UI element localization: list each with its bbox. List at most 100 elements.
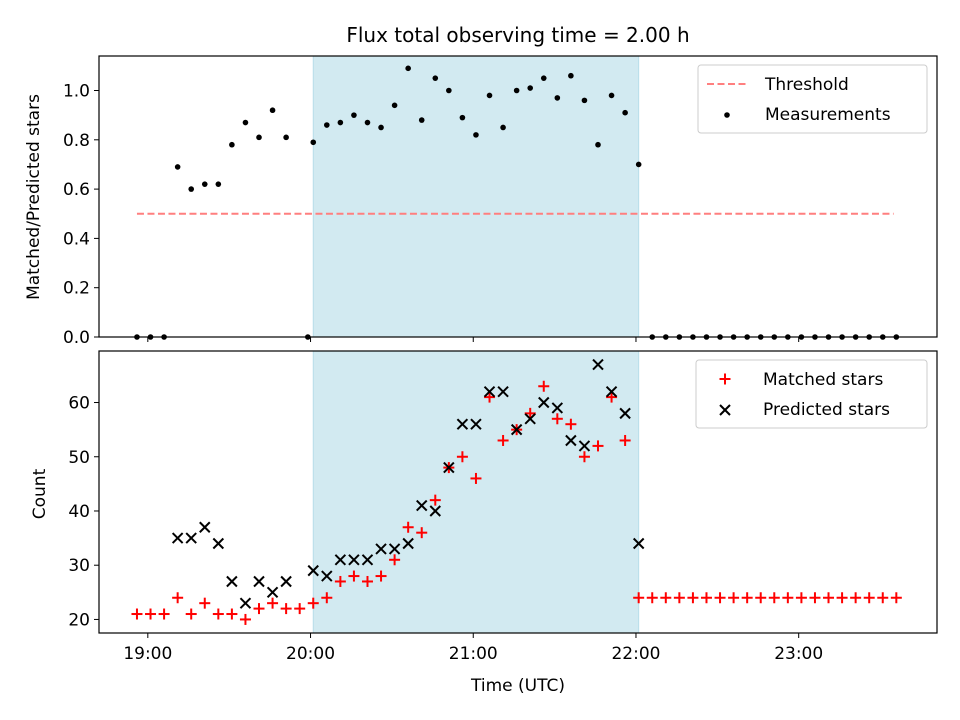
bottom-axes-frame [98,350,938,634]
matched-stars-point [755,592,767,604]
matched-stars-point [131,608,143,620]
matched-stars-point [484,391,496,403]
matched-stars-point [768,592,780,604]
measurements-point [568,72,574,79]
predicted-stars-point [334,554,347,566]
bottom-panel: 20 30 40 50 60 19:00 20:00 21:00 22:00 23:00 Cou… [30,350,938,696]
matched-stars-point [172,592,184,604]
y-tick-label: 0.6 [63,180,90,200]
matched-stars-point [850,592,862,604]
measurements-point [608,92,615,99]
matched-stars-point [877,592,889,604]
bottom-y-axis-label: Count [30,468,50,519]
predicted-stars-point [212,537,225,550]
matched-stars-point [619,434,631,446]
matched-stars-point [741,592,753,604]
matched-stars-point [687,592,699,604]
matched-stars-point [334,575,346,587]
legend-matched-marker [719,373,731,385]
matched-stars-point [348,570,360,582]
matched-stars-point [551,413,563,425]
matched-stars-point [239,613,251,625]
legend-threshold-label: Threshold [764,75,849,95]
predicted-stars-point [307,564,319,577]
predicted-stars-point [470,418,482,430]
predicted-stars-point [497,385,509,398]
predicted-stars-point [456,418,469,430]
bottom-legend: Matched stars Predicted stars [695,359,928,429]
matched-stars-point [714,592,726,604]
top-legend: Threshold Measurements [697,64,928,134]
y-tick-label: 0.0 [63,328,90,348]
matched-stars-point [578,451,590,463]
legend-predicted-label: Predicted stars [763,400,890,420]
top-axes-frame [98,55,938,338]
measurements-point [500,124,506,131]
bottom-legend-box [695,359,928,429]
matched-stars-point [267,597,279,609]
legend-measurements-swatch [724,112,730,118]
measurements-point [364,119,371,126]
measurements-point [540,75,547,81]
matched-stars-point [592,440,604,452]
y-tick-label: 40 [68,502,90,522]
matched-stars-point [890,592,902,604]
predicted-stars-point [619,407,631,420]
predicted-stars-point [416,499,428,512]
bottom-x-ticks: 19:00 20:00 21:00 22:00 23:00 [123,633,823,664]
predicted-stars-point [429,505,441,517]
predicted-stars-point [388,543,401,555]
measurements-point [242,119,249,126]
matched-stars-point [456,451,468,463]
predicted-stars-point [226,575,238,588]
matched-stars-point [538,380,550,392]
measurements-point [229,141,235,148]
matched-stars-point [185,608,197,620]
predicted-stars-point [280,575,292,588]
predicted-stars-point [524,413,536,425]
predicted-stars-point [321,570,333,582]
y-tick-label: 60 [68,394,90,414]
predicted-stars-point [483,385,496,398]
measurements-point [201,181,208,187]
measurements-point [622,109,628,116]
bottom-marks [131,358,902,625]
y-tick-label: 1.0 [63,82,90,102]
measurements-point [324,122,330,128]
matched-stars-point [497,434,509,446]
matched-stars-point [633,592,645,604]
top-marks [134,65,900,340]
x-tick-label: 23:00 [774,644,823,664]
predicted-stars-point [443,461,455,474]
predicted-stars-point [239,597,252,609]
matched-stars-point [863,592,875,604]
x-axis-label: Time (UTC) [470,676,565,696]
measurements-point [595,141,601,148]
predicted-stars-point [605,385,618,398]
predicted-stars-point [592,358,604,371]
measurements-point [174,164,181,170]
predicted-stars-point [538,396,550,409]
predicted-stars-point [361,554,374,566]
measurements-point [310,139,317,146]
matched-stars-point [836,592,848,604]
top-legend-box [697,64,928,134]
matched-stars-point [307,597,319,609]
y-tick-label: 0.2 [63,279,90,299]
measurements-point [432,75,439,81]
y-tick-label: 0.4 [63,229,90,249]
legend-predicted-swatch [719,404,731,416]
legend-matched-label: Matched stars [763,370,883,390]
measurements-point [215,181,222,187]
y-tick-label: 50 [68,448,90,468]
measurements-point [486,92,493,99]
matched-stars-point [565,418,577,430]
predicted-stars-point [348,554,360,566]
x-tick-label: 22:00 [611,644,660,664]
top-y-axis-label: Matched/Predicted stars [24,94,44,300]
measurements-point [405,65,411,72]
measurements-point [337,119,344,126]
matched-stars-point [212,608,224,620]
x-tick-label: 19:00 [123,644,172,664]
top-x-ticks [147,337,800,342]
